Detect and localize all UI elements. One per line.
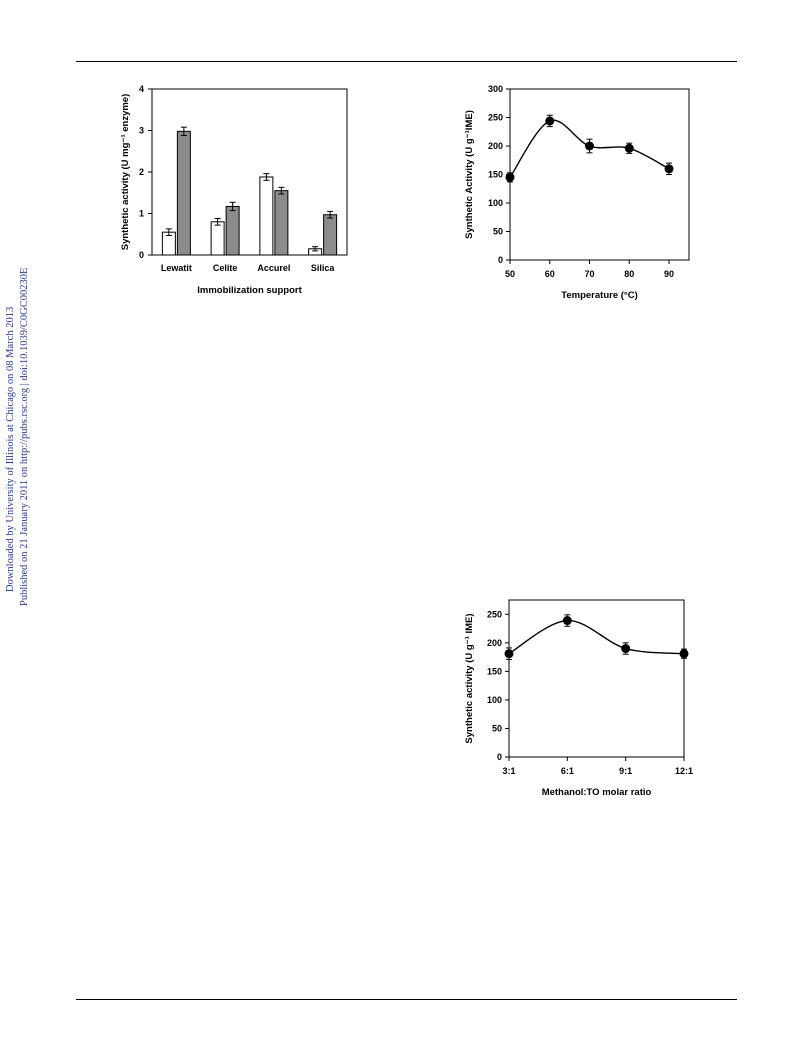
- y-tick-label: 0: [139, 250, 144, 260]
- footer-rule: [76, 999, 737, 1000]
- y-tick-label: 150: [487, 666, 502, 676]
- y-tick-label: 50: [492, 723, 502, 733]
- data-point: [562, 616, 572, 626]
- y-tick-label: 200: [487, 638, 502, 648]
- y-tick-label: 250: [488, 113, 503, 123]
- y-tick-label: 300: [488, 84, 503, 94]
- y-tick-label: 4: [139, 84, 144, 94]
- data-point: [545, 116, 555, 126]
- y-tick-label: 2: [139, 167, 144, 177]
- plot-frame: [508, 599, 685, 758]
- header-rule: [76, 61, 737, 62]
- x-tick-label: Celite: [213, 263, 238, 273]
- y-tick-label: 100: [487, 695, 502, 705]
- series-line: [508, 619, 685, 655]
- x-tick-label: Silica: [311, 263, 336, 273]
- x-tick-label: 70: [584, 269, 594, 279]
- data-point: [505, 172, 515, 182]
- x-axis-label: Immobilization support: [197, 285, 302, 296]
- y-tick-label: 50: [493, 227, 503, 237]
- x-axis-label: Temperature (°C): [561, 290, 637, 301]
- y-axis-label: Synthetic activity (U mg⁻¹ enzyme): [120, 94, 131, 251]
- data-point: [624, 143, 634, 153]
- y-axis-label: Synthetic activity (U g⁻¹ IME): [464, 613, 475, 743]
- x-axis-label: Methanol:TO molar ratio: [542, 787, 652, 798]
- y-tick-label: 150: [488, 170, 503, 180]
- y-tick-label: 0: [497, 752, 502, 762]
- x-tick-label: 90: [664, 269, 674, 279]
- x-tick-label: 60: [545, 269, 555, 279]
- x-tick-label: 12:1: [675, 766, 693, 776]
- y-axis-label: Synthetic Activity (U g⁻¹IME): [464, 110, 475, 239]
- y-tick-label: 250: [487, 609, 502, 619]
- data-point: [679, 649, 689, 659]
- x-tick-label: Lewatit: [161, 263, 192, 273]
- x-tick-label: 9:1: [619, 766, 632, 776]
- y-tick-label: 1: [139, 209, 144, 219]
- y-tick-label: 200: [488, 141, 503, 151]
- data-point: [504, 649, 514, 659]
- x-tick-label: 80: [624, 269, 634, 279]
- y-tick-label: 0: [498, 255, 503, 265]
- x-tick-label: 6:1: [561, 766, 574, 776]
- y-tick-label: 3: [139, 126, 144, 136]
- y-tick-label: 100: [488, 198, 503, 208]
- data-point: [585, 141, 594, 151]
- x-tick-label: Accurel: [257, 263, 290, 273]
- data-point: [621, 644, 631, 654]
- data-point: [664, 164, 674, 174]
- x-tick-label: 50: [505, 269, 515, 279]
- x-tick-label: 3:1: [502, 766, 515, 776]
